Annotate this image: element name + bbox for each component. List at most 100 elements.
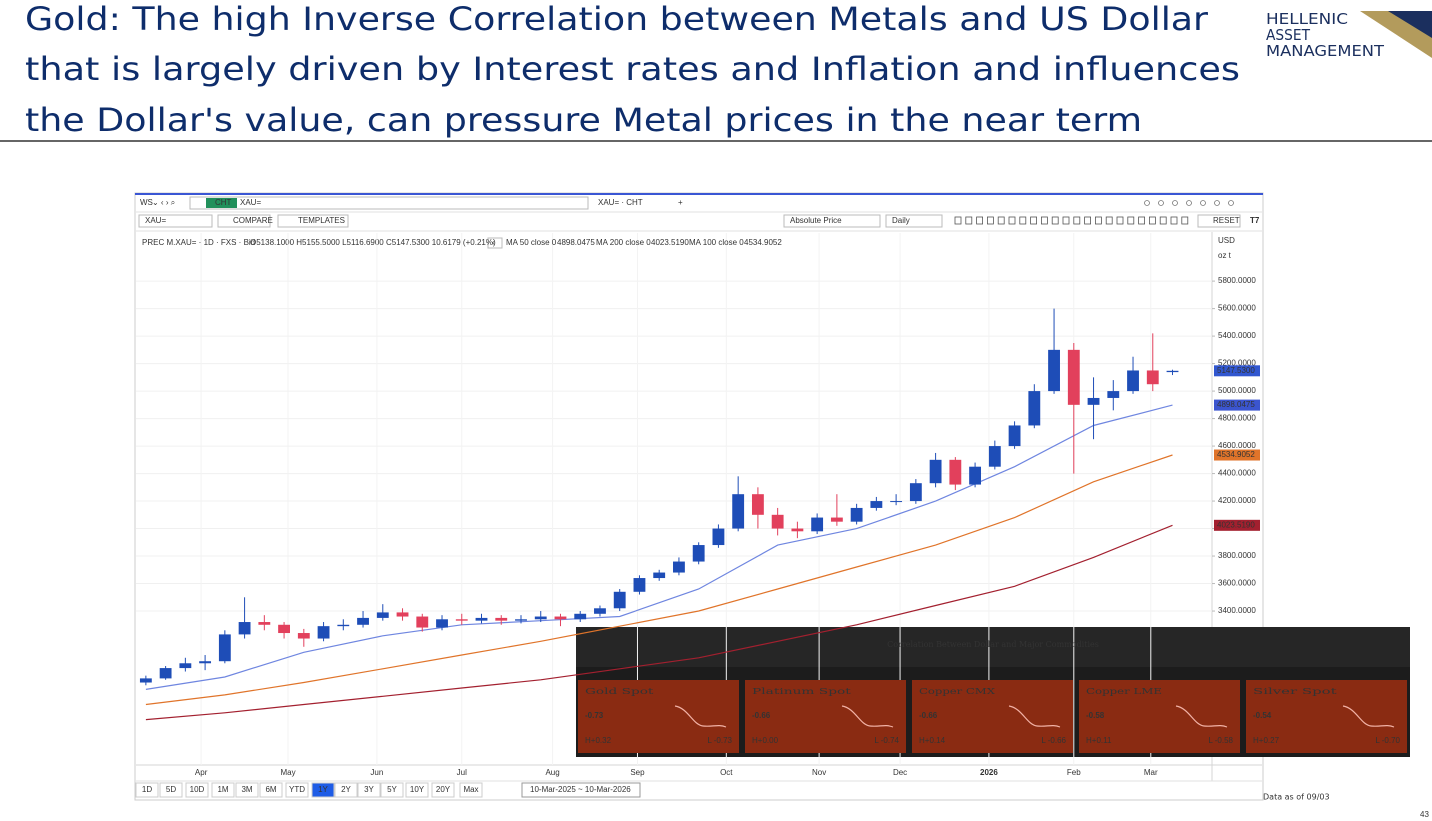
tool-icon[interactable] [1019, 216, 1027, 225]
range-label: 5Y [387, 785, 397, 794]
tool-icon[interactable] [1170, 216, 1178, 225]
window-icon[interactable] [1158, 200, 1164, 206]
window-icon[interactable] [1144, 200, 1150, 206]
currency: USD [1218, 236, 1235, 245]
tool-icon[interactable] [997, 216, 1005, 225]
window-icon[interactable] [1228, 200, 1234, 206]
price-type-select[interactable] [783, 214, 881, 228]
candle-body [594, 608, 606, 614]
tool-icon[interactable] [1095, 216, 1102, 225]
x-tick-label: Jun [370, 768, 383, 777]
tool-icon[interactable] [1008, 216, 1016, 225]
logo-text: MANAGEMENT [1266, 42, 1385, 60]
x-tick-label: Oct [720, 768, 733, 777]
candle-body [416, 616, 429, 628]
tool-icon[interactable] [1073, 216, 1081, 225]
corr-card [912, 680, 1073, 753]
sparkline [1008, 705, 1061, 728]
sparkline [1175, 705, 1228, 728]
corr-name: Gold Spot [585, 687, 655, 696]
window-icon[interactable] [1172, 200, 1178, 206]
legend-toggle[interactable] [487, 237, 503, 249]
candle-body [1127, 370, 1139, 392]
window-icon[interactable] [1186, 200, 1192, 206]
range-button[interactable] [211, 782, 235, 798]
corr-low: L -0.58 [1208, 736, 1233, 745]
tool-icon[interactable] [954, 216, 962, 225]
y-tick-label: 5600.0000 [1218, 304, 1256, 313]
window-icon[interactable] [1214, 200, 1220, 206]
candle-body [969, 466, 982, 485]
range-button[interactable] [285, 782, 309, 798]
candle-body [534, 616, 547, 620]
legend-name: MA 200 close 0 [596, 238, 651, 247]
templates-button[interactable] [277, 214, 349, 228]
candle-body [337, 624, 350, 627]
range-label: 3Y [364, 785, 374, 794]
candle-body [692, 545, 705, 562]
x-tick-label: May [280, 768, 295, 777]
tool-icon[interactable] [1138, 216, 1145, 225]
range-label: 2Y [341, 785, 351, 794]
corr-low: L -0.74 [874, 736, 899, 745]
interval-select[interactable] [885, 214, 943, 228]
tool-icon[interactable] [1030, 216, 1037, 225]
y-tick-label: 4400.0000 [1218, 469, 1256, 478]
tool-icon[interactable] [1051, 216, 1059, 225]
search-box[interactable] [189, 196, 589, 210]
range-button[interactable] [235, 782, 259, 798]
corr-low: L -0.66 [1041, 736, 1066, 745]
date-range: 10-Mar-2025 ~ 10-Mar-2026 [530, 785, 631, 794]
tool-icon[interactable] [1041, 216, 1048, 225]
date-range-box[interactable] [521, 782, 641, 798]
range-button[interactable] [357, 782, 381, 798]
range-button[interactable] [380, 782, 404, 798]
instrument: PREC M.XAU= · 1D · FXS · Bid [142, 238, 255, 247]
x-tick-label: Mar [1144, 768, 1158, 777]
tool-icon[interactable] [1127, 216, 1135, 225]
reset-button[interactable] [1197, 214, 1241, 228]
candle-body [1048, 349, 1060, 392]
symbol-box[interactable] [138, 214, 213, 228]
range-label: Max [463, 785, 478, 794]
tool-icon[interactable] [1159, 216, 1167, 225]
tool-icon[interactable] [1084, 216, 1091, 225]
range-button[interactable] [459, 782, 483, 798]
y-tick-label: 4200.0000 [1218, 496, 1256, 505]
range-button[interactable] [334, 782, 358, 798]
legend-name: MA 100 close 0 [689, 238, 744, 247]
window-icon[interactable] [1200, 200, 1206, 206]
range-button[interactable] [405, 782, 429, 798]
legend-value: 4023.5190 [651, 238, 689, 247]
tool-icon[interactable] [1181, 216, 1189, 225]
range-label: 5D [166, 785, 176, 794]
range-button[interactable] [311, 782, 335, 798]
tool-icon[interactable] [987, 216, 994, 225]
corr-card [1246, 680, 1407, 753]
candle-body [653, 572, 666, 579]
tool-icon[interactable] [1149, 216, 1156, 225]
tool-icon[interactable] [1062, 216, 1070, 225]
range-button[interactable] [185, 782, 209, 798]
tool-icon[interactable] [965, 216, 973, 225]
tool-icon[interactable] [1116, 216, 1124, 225]
candle-body [258, 622, 271, 625]
tool-icon[interactable] [976, 216, 983, 225]
tool-icon[interactable] [1105, 216, 1113, 225]
compare-button[interactable] [217, 214, 271, 228]
price-type: Absolute Price [790, 216, 842, 225]
candle-body [1107, 391, 1120, 398]
range-button[interactable] [259, 782, 283, 798]
candle-body [850, 507, 863, 522]
candle-body [1146, 370, 1159, 385]
corr-high: H+0.27 [1253, 736, 1280, 745]
candle-body [475, 617, 488, 621]
range-button[interactable] [159, 782, 183, 798]
range-button[interactable] [431, 782, 455, 798]
ma-line [145, 454, 1173, 706]
corr-low: L -0.70 [1375, 736, 1400, 745]
candle-body [1166, 370, 1179, 373]
candle-body [1008, 425, 1021, 447]
range-button[interactable] [135, 782, 159, 798]
